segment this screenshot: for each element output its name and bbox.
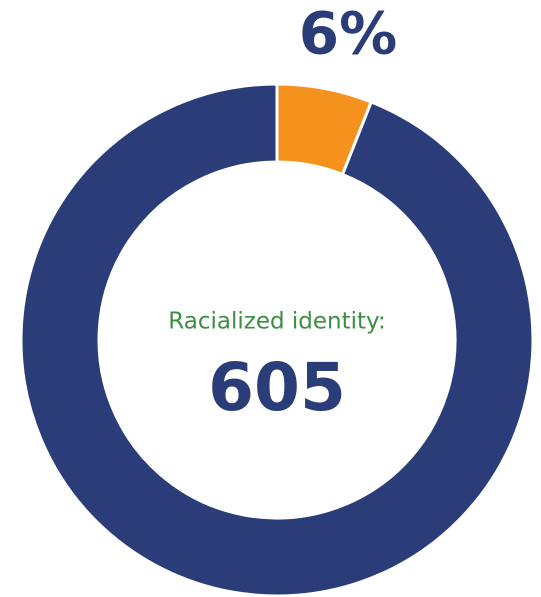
value-label: 6% xyxy=(299,0,397,67)
center-label: Racialized identity: xyxy=(168,309,385,335)
donut-segment xyxy=(19,82,535,597)
center-value: 605 xyxy=(208,349,346,426)
